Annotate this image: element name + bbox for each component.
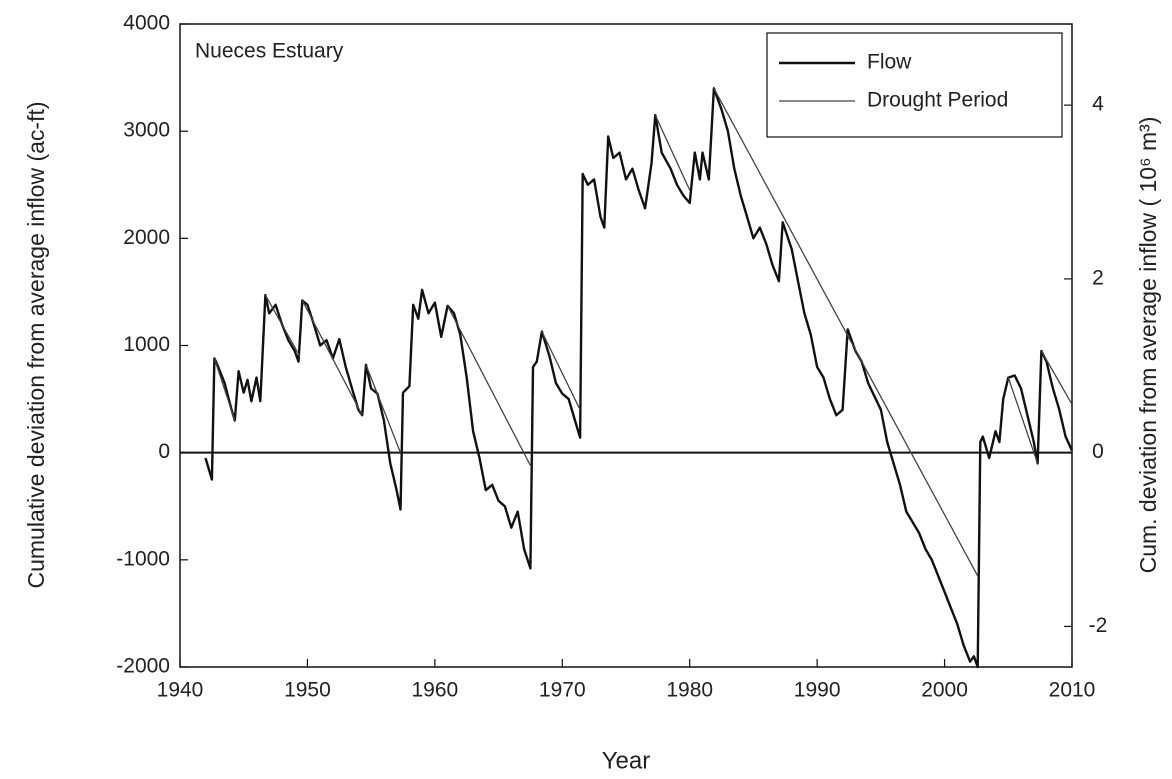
x-tick-label: 1960 (411, 679, 458, 702)
y-tick-label: 0 (158, 440, 170, 463)
y-tick-label: -1000 (116, 547, 170, 570)
x-tick-label: 1940 (157, 679, 204, 702)
x-tick-label: 1980 (666, 679, 713, 702)
y-tick-label: 2000 (123, 226, 170, 249)
y2-tick-label: 2 (1092, 266, 1104, 289)
x-tick-label: 1970 (539, 679, 586, 702)
x-axis-label: Year (602, 747, 651, 774)
x-tick-label: 2010 (1049, 679, 1096, 702)
y-tick-label: 3000 (123, 119, 170, 142)
y-tick-label: -2000 (116, 655, 170, 678)
y-axis-label: Cumulative deviation from average inflow… (23, 101, 49, 588)
y-tick-label: 4000 (123, 12, 170, 35)
y2-tick-label: 4 (1092, 93, 1104, 116)
x-tick-label: 1990 (794, 679, 841, 702)
y2-tick-label: -2 (1089, 614, 1108, 637)
annotation: Nueces Estuary (195, 40, 344, 63)
legend-label: Flow (867, 51, 912, 74)
y2-axis-label: Cum. deviation from average inflow ( 10⁶… (1135, 117, 1161, 574)
legend-box (766, 32, 1063, 138)
series-line (204, 87, 1074, 669)
y-tick-label: 1000 (123, 333, 170, 356)
x-tick-label: 1950 (284, 679, 331, 702)
legend-label: Drought Period (867, 89, 1008, 112)
x-tick-label: 2000 (921, 679, 968, 702)
series-line (213, 87, 1073, 577)
y2-tick-label: 0 (1092, 440, 1104, 463)
